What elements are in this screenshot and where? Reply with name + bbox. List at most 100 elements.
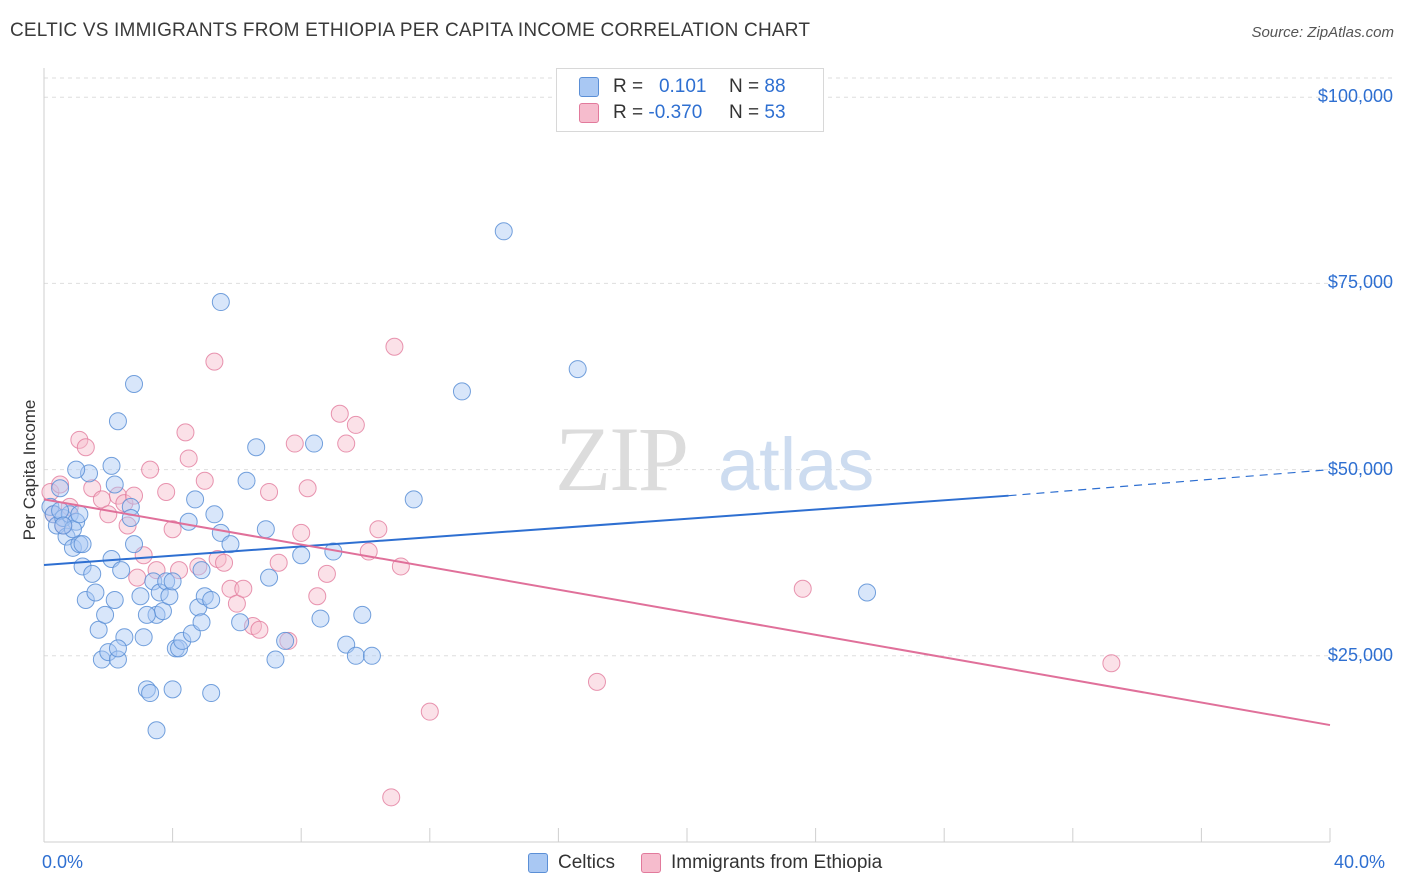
y-tick-label: $100,000 bbox=[1317, 86, 1393, 107]
data-point-celtic bbox=[266, 650, 285, 669]
data-point-celtic bbox=[858, 583, 877, 602]
data-point-celtic bbox=[108, 412, 127, 431]
y-tick-label: $25,000 bbox=[1327, 644, 1393, 665]
data-point-ethiopia bbox=[51, 475, 70, 494]
data-point-celtic bbox=[144, 572, 163, 591]
watermark-atlas: atlas bbox=[718, 423, 874, 506]
data-point-ethiopia bbox=[793, 579, 812, 598]
data-point-ethiopia bbox=[420, 702, 439, 721]
data-point-ethiopia bbox=[346, 415, 365, 434]
data-point-ethiopia bbox=[317, 564, 336, 583]
data-point-celtic bbox=[205, 505, 224, 524]
data-point-ethiopia bbox=[195, 471, 214, 490]
data-point-ethiopia bbox=[382, 788, 401, 807]
n-label: N = bbox=[729, 76, 760, 97]
data-point-celtic bbox=[70, 505, 89, 524]
source-label: Source: ZipAtlas.com bbox=[1251, 24, 1394, 41]
data-point-celtic bbox=[125, 535, 144, 554]
y-tick-label: $50,000 bbox=[1327, 458, 1393, 479]
data-point-celtic bbox=[192, 561, 211, 580]
data-point-ethiopia bbox=[308, 587, 327, 606]
trend-line-celtic bbox=[43, 494, 1009, 566]
data-point-ethiopia bbox=[369, 520, 388, 539]
data-point-ethiopia bbox=[176, 423, 195, 442]
data-point-celtic bbox=[173, 631, 192, 650]
data-point-ethiopia bbox=[298, 479, 317, 498]
data-point-celtic bbox=[202, 590, 221, 609]
legend-label-celtics: Celtics bbox=[558, 852, 616, 873]
data-point-celtic bbox=[237, 471, 256, 490]
data-point-celtic bbox=[163, 680, 182, 699]
data-point-celtic bbox=[160, 587, 179, 606]
data-point-celtic bbox=[292, 546, 311, 565]
legend-item-ethiopia: Immigrants from Ethiopia bbox=[641, 852, 882, 874]
n-label: N = bbox=[729, 102, 760, 123]
data-point-celtic bbox=[247, 438, 266, 457]
data-point-celtic bbox=[186, 490, 205, 509]
data-point-celtic bbox=[311, 609, 330, 628]
data-point-ethiopia bbox=[170, 561, 189, 580]
data-point-ethiopia bbox=[108, 486, 127, 505]
celtic-swatch bbox=[579, 77, 599, 97]
data-point-ethiopia bbox=[179, 449, 198, 468]
trend-lines bbox=[43, 469, 1331, 727]
celtic-swatch bbox=[528, 853, 548, 873]
data-point-ethiopia bbox=[227, 594, 246, 613]
y-axis-title: Per Capita Income bbox=[20, 399, 39, 541]
r-value-ethiopia: -0.370 bbox=[648, 102, 703, 123]
x-tick-min: 0.0% bbox=[42, 852, 84, 872]
data-point-celtic bbox=[63, 520, 82, 539]
data-point-ethiopia bbox=[215, 553, 234, 572]
data-point-celtic bbox=[494, 222, 513, 241]
trend-line-celtic-extension bbox=[1008, 469, 1331, 497]
correlation-legend: R = 0.101 N = 88 R = -0.370 N = 53 bbox=[556, 68, 824, 132]
data-point-celtic bbox=[102, 456, 121, 475]
r-value-celtic: 0.101 bbox=[658, 76, 707, 97]
data-point-celtic bbox=[452, 382, 471, 401]
chart-title: CELTIC VS IMMIGRANTS FROM ETHIOPIA PER C… bbox=[10, 20, 811, 41]
data-point-celtic bbox=[105, 475, 124, 494]
data-point-ethiopia bbox=[128, 568, 147, 587]
data-point-ethiopia bbox=[125, 486, 144, 505]
data-point-ethiopia bbox=[260, 482, 279, 501]
data-point-ethiopia bbox=[587, 672, 606, 691]
data-point-celtic bbox=[115, 628, 134, 647]
gridlines bbox=[44, 77, 1392, 657]
data-point-ethiopia bbox=[76, 438, 95, 457]
data-point-ethiopia bbox=[70, 430, 89, 449]
data-point-celtic bbox=[179, 512, 198, 531]
data-point-celtic bbox=[92, 650, 111, 669]
watermark: ZIP atlas bbox=[555, 408, 874, 510]
data-point-celtic bbox=[362, 646, 381, 665]
data-point-celtic bbox=[108, 639, 127, 658]
data-point-celtic bbox=[105, 590, 124, 609]
data-point-celtic bbox=[121, 509, 140, 528]
watermark-zip: ZIP bbox=[555, 408, 687, 510]
n-value-celtic: 88 bbox=[764, 76, 786, 97]
y-tick-label: $75,000 bbox=[1327, 272, 1393, 293]
data-point-celtic bbox=[99, 643, 118, 662]
n-value-ethiopia: 53 bbox=[764, 102, 786, 123]
data-point-celtic bbox=[131, 587, 150, 606]
data-point-ethiopia bbox=[163, 520, 182, 539]
data-point-celtic bbox=[76, 590, 95, 609]
data-point-celtic bbox=[346, 646, 365, 665]
data-point-ethiopia bbox=[285, 434, 304, 453]
data-point-celtic bbox=[137, 605, 156, 624]
data-point-celtic bbox=[202, 684, 221, 703]
legend-row-ethiopia: R = -0.370 N = 53 bbox=[579, 101, 786, 125]
data-point-ethiopia bbox=[141, 460, 160, 479]
data-point-celtic bbox=[404, 490, 423, 509]
data-point-ethiopia bbox=[234, 579, 253, 598]
data-point-celtic bbox=[256, 520, 275, 539]
data-point-ethiopia bbox=[292, 523, 311, 542]
data-point-ethiopia bbox=[1102, 654, 1121, 673]
data-point-celtic bbox=[305, 434, 324, 453]
data-point-ethiopia bbox=[157, 482, 176, 501]
data-point-celtic bbox=[163, 572, 182, 591]
data-point-celtic bbox=[89, 620, 108, 639]
data-point-celtic bbox=[51, 501, 70, 520]
data-point-celtic bbox=[260, 568, 279, 587]
ethiopia-points bbox=[41, 337, 1121, 807]
